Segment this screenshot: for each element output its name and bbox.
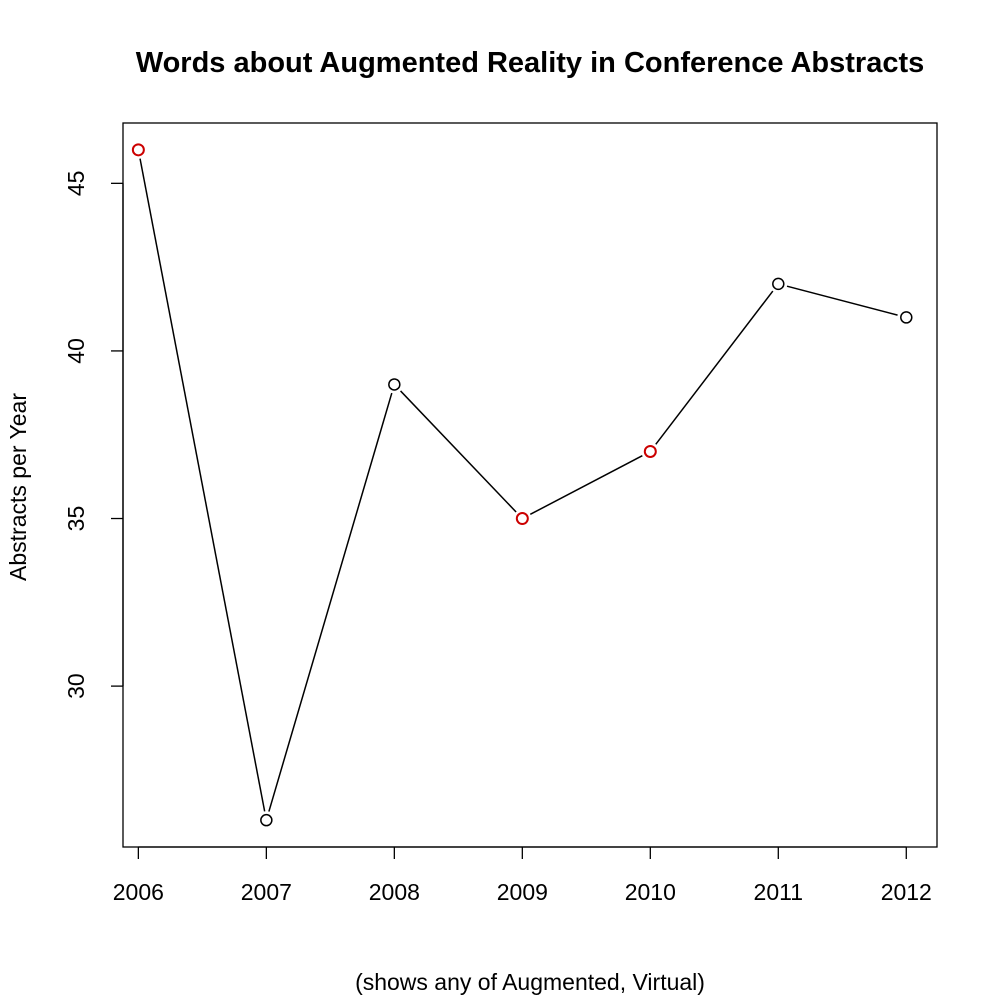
- data-point: [772, 277, 785, 291]
- series-line-segment: [655, 290, 774, 445]
- data-point-highlighted: [643, 444, 657, 458]
- x-tick-label: 2010: [625, 879, 676, 905]
- series-line-segment: [529, 454, 643, 516]
- series-line-segment: [400, 390, 517, 513]
- data-point-highlighted: [131, 143, 145, 157]
- y-tick-label: 35: [63, 506, 89, 532]
- x-tick-label: 2007: [241, 879, 292, 905]
- x-axis: 2006 2007 2008 2009 2010 2011 2012: [113, 846, 932, 905]
- data-point: [900, 311, 913, 324]
- x-tick-label: 2008: [369, 879, 420, 905]
- data-point: [388, 378, 401, 391]
- series-line-segment: [268, 392, 393, 812]
- x-tick-label: 2009: [497, 879, 548, 905]
- chart-title: Words about Augmented Reality in Confere…: [136, 47, 925, 79]
- plot-frame: [122, 122, 938, 848]
- series-line-segment: [139, 158, 266, 812]
- y-tick-label: 45: [63, 171, 89, 197]
- y-axis: 30 35 40 45: [63, 171, 124, 699]
- x-axis-label: (shows any of Augmented, Virtual): [355, 969, 705, 995]
- x-tick-label: 2012: [881, 879, 932, 905]
- y-tick-label: 30: [63, 673, 89, 699]
- y-tick-label: 40: [63, 338, 89, 364]
- data-point-highlighted: [515, 512, 529, 526]
- x-tick-label: 2006: [113, 879, 164, 905]
- data-point: [260, 813, 273, 827]
- x-tick-label: 2011: [754, 879, 803, 905]
- series-line-segment: [786, 285, 898, 316]
- series-layer: [131, 143, 913, 827]
- y-axis-label: Abstracts per Year: [5, 393, 31, 581]
